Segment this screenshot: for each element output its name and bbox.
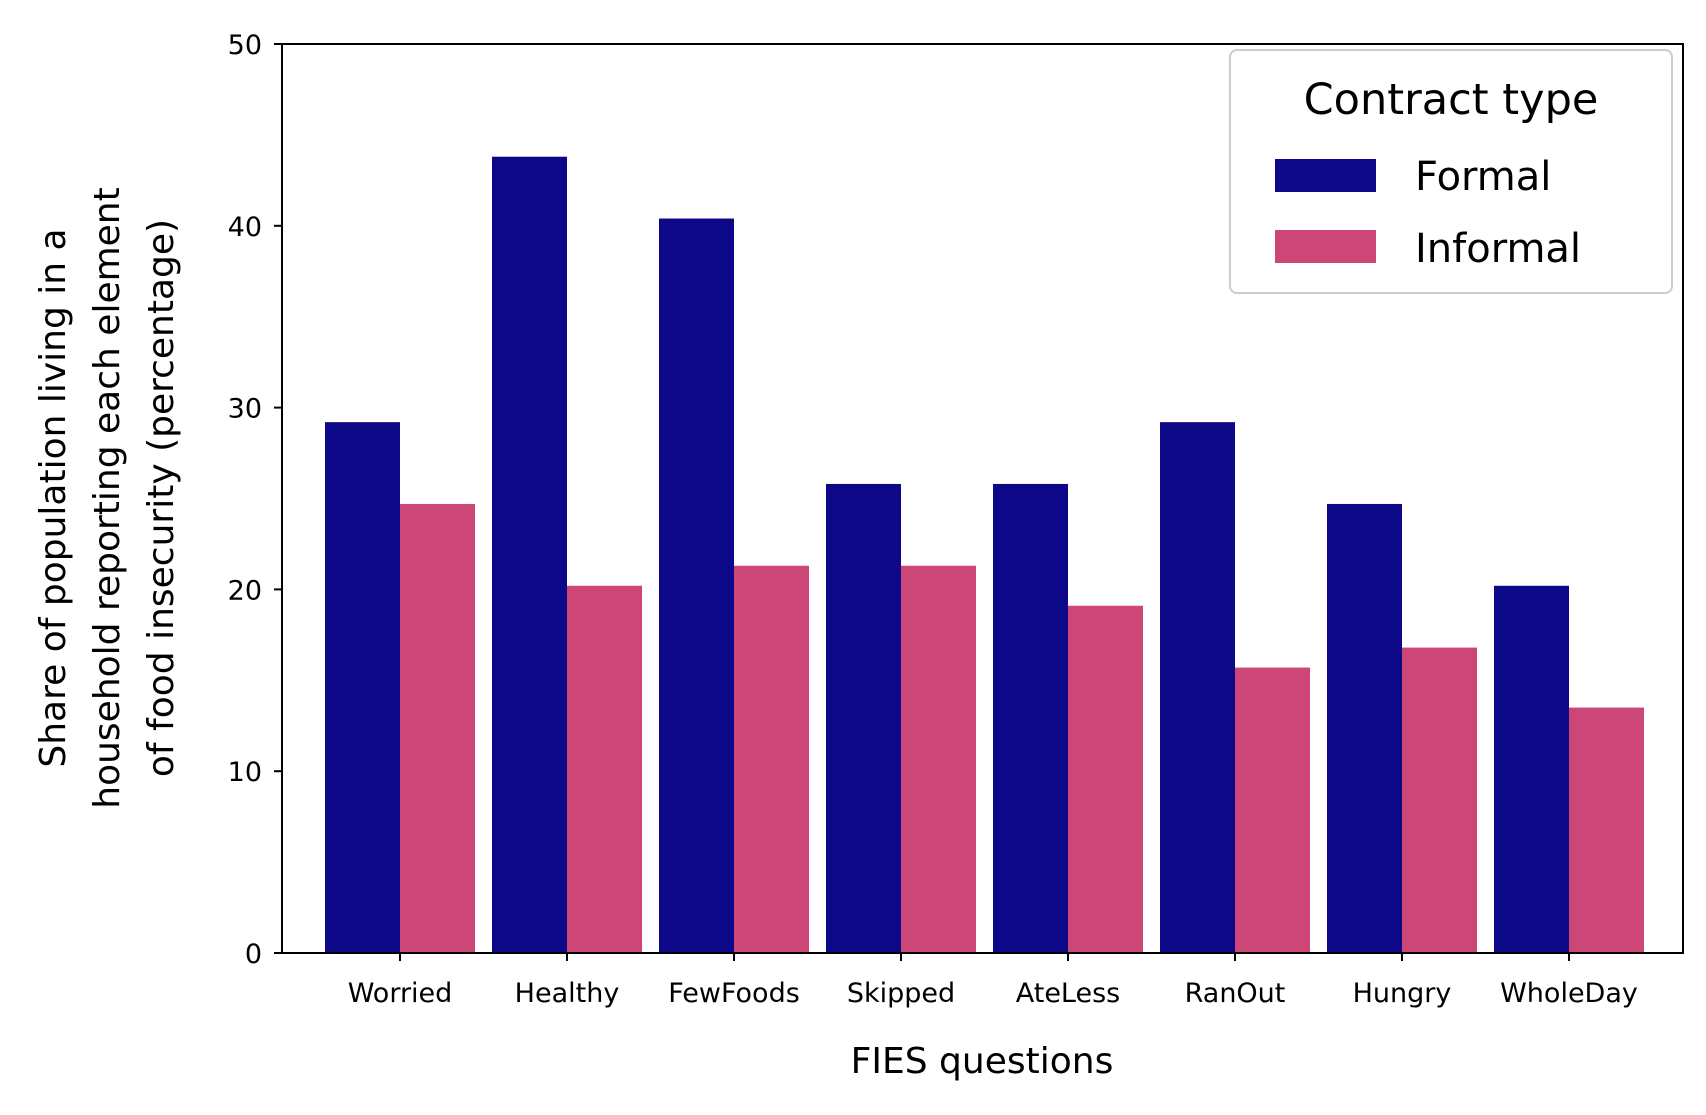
bar-formal-fewfoods — [659, 218, 734, 953]
y-tick-label: 10 — [228, 757, 262, 788]
x-tick-label: Hungry — [1353, 978, 1452, 1009]
x-axis-ticks: Worried Healthy FewFoods Skipped AteLess RanO… — [348, 953, 1638, 1009]
bar-formal-hungry — [1327, 503, 1402, 953]
bar-formal-worried — [325, 422, 400, 953]
y-tick-label: 0 — [245, 939, 262, 970]
bar-formal-healthy — [492, 156, 567, 953]
bar-informal-hungry — [1402, 647, 1477, 953]
y-tick-label: 50 — [228, 30, 262, 61]
y-tick-label: 40 — [228, 212, 262, 243]
y-tick-label: 20 — [228, 575, 262, 606]
y-axis-label-line-1: Share of population living in a — [33, 228, 74, 767]
x-tick-label: Skipped — [847, 978, 955, 1009]
bar-informal-wholeday — [1569, 707, 1644, 953]
y-axis-ticks: 0 10 20 30 40 50 — [228, 30, 282, 970]
bar-informal-healthy — [567, 585, 642, 953]
x-tick-label: Healthy — [515, 978, 620, 1009]
bar-informal-ateless — [1068, 605, 1143, 953]
bar-formal-skipped — [826, 483, 901, 953]
y-tick-label: 30 — [228, 394, 262, 425]
legend-label-informal: Informal — [1415, 226, 1581, 272]
y-axis-label: Share of population living in a househol… — [33, 187, 182, 808]
x-axis-label: FIES questions — [851, 1041, 1114, 1082]
legend-swatch-informal — [1275, 230, 1376, 263]
x-tick-label: FewFoods — [668, 978, 800, 1009]
bars — [325, 156, 1644, 953]
legend-title: Contract type — [1304, 75, 1599, 125]
bar-informal-worried — [400, 503, 475, 953]
legend-label-formal: Formal — [1415, 154, 1551, 200]
bar-formal-ranout — [1160, 422, 1235, 953]
x-tick-label: Worried — [348, 978, 453, 1009]
x-tick-label: AteLess — [1016, 978, 1121, 1009]
legend: Contract type Formal Informal — [1229, 49, 1673, 294]
bar-informal-ranout — [1235, 667, 1310, 953]
y-axis-label-line-3: of food insecurity (percentage) — [141, 219, 182, 777]
bar-formal-wholeday — [1494, 585, 1569, 953]
plot-frame — [281, 43, 1684, 954]
bar-formal-ateless — [993, 483, 1068, 953]
x-tick-label: RanOut — [1185, 978, 1286, 1009]
x-tick-label: WholeDay — [1500, 978, 1638, 1009]
legend-swatch-formal — [1275, 159, 1376, 192]
bar-informal-skipped — [901, 565, 976, 953]
bar-informal-fewfoods — [734, 565, 809, 953]
y-axis-label-line-2: household reporting each element — [87, 187, 128, 808]
